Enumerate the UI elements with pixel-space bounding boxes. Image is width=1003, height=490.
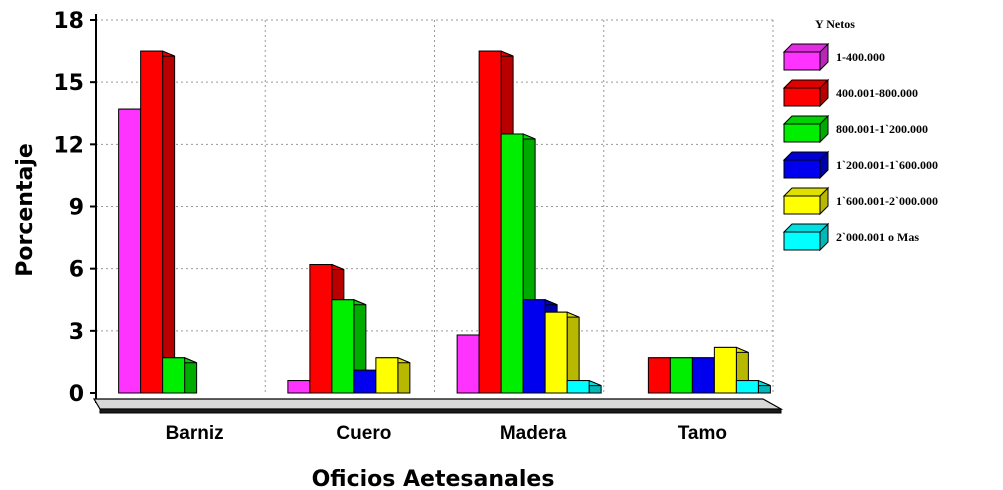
bar-front xyxy=(287,380,311,394)
bars xyxy=(118,50,771,394)
x-axis-title: Oficios Aetesanales xyxy=(312,467,555,490)
bar-front xyxy=(713,346,737,394)
bar-front xyxy=(353,369,377,394)
y-tick-label: 15 xyxy=(53,71,84,96)
y-tick-label: 18 xyxy=(53,9,84,34)
y-axis-title: Porcentaje xyxy=(13,143,38,277)
legend-swatch xyxy=(783,51,821,71)
legend-swatch xyxy=(783,87,821,107)
bar-front xyxy=(544,311,568,394)
bar-front xyxy=(375,357,399,394)
legend-swatch xyxy=(783,159,821,179)
bar-front xyxy=(118,108,142,394)
y-tick-label: 12 xyxy=(53,133,84,158)
legend-label: 800.001-1`200.000 xyxy=(836,122,928,136)
legend-swatch-top xyxy=(782,223,830,233)
y-tick-label: 9 xyxy=(69,196,84,221)
legend-swatch xyxy=(783,123,821,143)
axis-labels: 0 3 6 9 12 15 18 Barniz Cuero Madera Tamo xyxy=(53,9,727,444)
bar xyxy=(375,357,411,394)
legend-swatch-top xyxy=(782,115,830,125)
legend-item: 2`000.001 o Mas xyxy=(782,222,919,252)
legend: Y Netos 1-400.000 400.001-800.000 800.001-… xyxy=(782,17,938,252)
x-tick-label: Madera xyxy=(500,423,567,444)
bar xyxy=(162,357,198,394)
y-tick-label: 6 xyxy=(69,258,84,283)
x-tick-label: Cuero xyxy=(336,423,391,444)
bar xyxy=(544,311,580,394)
legend-label: 400.001-800.000 xyxy=(836,86,918,100)
bar-front xyxy=(456,334,480,394)
bar-side xyxy=(162,50,176,394)
bar-front xyxy=(478,50,502,394)
bar xyxy=(566,379,602,394)
grid xyxy=(96,19,774,393)
legend-swatch-top xyxy=(782,187,830,197)
legend-swatch-top xyxy=(782,151,830,161)
legend-item: 400.001-800.000 xyxy=(782,78,918,108)
bar-front xyxy=(647,357,671,394)
y-tick-label: 0 xyxy=(69,382,84,407)
floor-3d xyxy=(92,398,784,410)
bar-front xyxy=(522,299,546,394)
legend-swatch xyxy=(783,231,821,251)
legend-label: 1`200.001-1`600.000 xyxy=(836,158,938,172)
bar xyxy=(140,50,176,394)
legend-title: Y Netos xyxy=(815,17,855,31)
legend-label: 1`600.001-2`000.000 xyxy=(836,194,938,208)
legend-swatch-top xyxy=(782,43,830,53)
y-tick-label: 3 xyxy=(69,320,84,345)
bar-front xyxy=(162,357,186,394)
axes xyxy=(90,14,784,414)
legend-swatch-top xyxy=(782,79,830,89)
legend-label: 2`000.001 o Mas xyxy=(836,230,919,244)
legend-swatch xyxy=(783,195,821,215)
legend-item: 1-400.000 xyxy=(782,42,885,72)
bar-front xyxy=(566,380,590,394)
bar-front xyxy=(691,357,715,394)
bar-front xyxy=(500,133,524,394)
bar-front xyxy=(309,264,333,394)
bar-front xyxy=(735,380,759,394)
bar-front xyxy=(140,50,164,394)
legend-label: 1-400.000 xyxy=(836,50,885,64)
x-tick-label: Barniz xyxy=(166,423,224,444)
floor-edge xyxy=(99,408,782,414)
x-tick-label: Tamo xyxy=(678,423,727,444)
bar-front xyxy=(331,299,355,394)
legend-item: 800.001-1`200.000 xyxy=(782,114,928,144)
bar xyxy=(735,379,771,394)
bar xyxy=(331,299,367,394)
bar-front xyxy=(669,357,693,394)
legend-item: 1`200.001-1`600.000 xyxy=(782,150,938,180)
legend-item: 1`600.001-2`000.000 xyxy=(782,186,938,216)
